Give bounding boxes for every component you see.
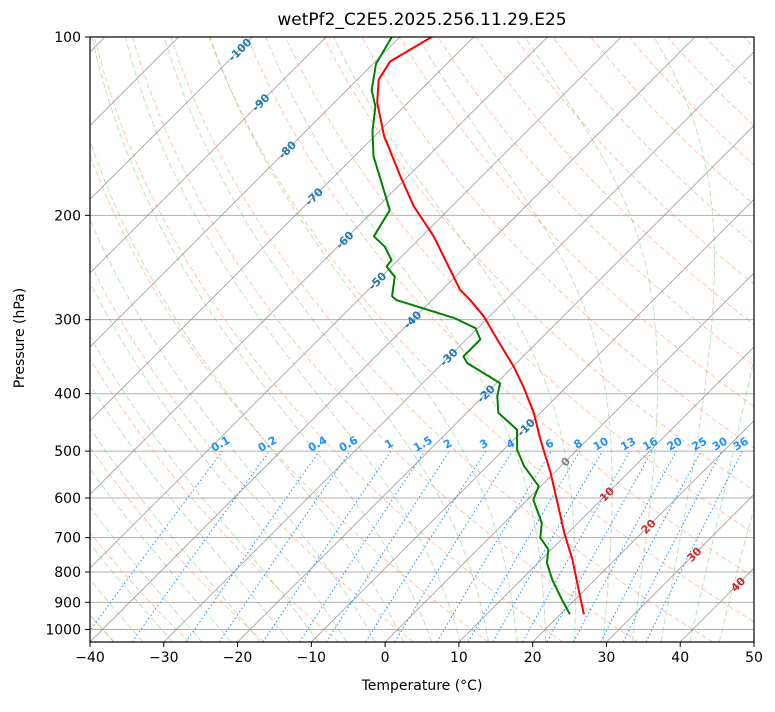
dry-adiabat-line (0, 37, 339, 642)
dry-adiabat-line (0, 37, 264, 642)
isotherm-line (90, 37, 695, 642)
mixing-ratio-label: 1 (383, 437, 396, 452)
moist-adiabat-line (0, 37, 231, 642)
dry-adiabat-line (553, 37, 775, 642)
moist-adiabat-line (92, 37, 432, 642)
mixing-ratio-line (601, 451, 702, 642)
isotherm-line (0, 37, 326, 642)
isotherm-label: 20 (639, 517, 659, 537)
moist-adiabat-line (63, 37, 404, 642)
moist-adiabat-line (719, 37, 775, 642)
chart-title: wetPf2_C2E5.2025.256.11.29.E25 (90, 10, 754, 30)
mixing-ratio-line (300, 451, 425, 642)
isotherm-label: -90 (249, 91, 272, 114)
x-tick-label: −10 (297, 650, 327, 666)
y-tick-label: 1000 (45, 622, 81, 638)
moist-adiabat-line (418, 37, 612, 642)
isotherm-label: -50 (366, 269, 389, 292)
y-tick-label: 100 (54, 30, 81, 46)
y-tick-label: 400 (54, 387, 81, 403)
axes: −40 −30 −20 −10 0 10 20 30 40 50 100 200 300 400 500 60… (45, 30, 763, 666)
dry-adiabat-line (0, 37, 189, 642)
dry-adiabat-line (476, 37, 775, 642)
mixing-ratio-line (219, 451, 350, 642)
isotherm-line (459, 37, 775, 642)
y-tick-label: 700 (54, 531, 81, 547)
mixing-ratio-label: 4 (504, 436, 517, 451)
isotherm-label: 30 (684, 544, 704, 564)
dry-adiabat-line (171, 37, 713, 642)
dry-adiabat-line (629, 37, 775, 642)
isotherm-line (16, 37, 621, 642)
x-tick-label: −40 (75, 650, 105, 666)
isotherm-label: -80 (276, 138, 299, 161)
isotherm-line (754, 37, 775, 642)
x-axis-label: Temperature (°C) (90, 678, 754, 694)
moist-adiabat-line (37, 37, 375, 642)
moist-adiabat-line (690, 37, 775, 642)
dry-adiabat-line (591, 37, 775, 642)
mixing-ratio-line (326, 451, 449, 642)
mixing-ratio-line (574, 451, 677, 642)
moist-adiabat-line (164, 37, 489, 642)
isotherm-label: -70 (303, 185, 326, 208)
isotherm-label: 10 (597, 484, 617, 504)
dry-adiabat-line (18, 37, 413, 642)
moist-adiabat-line (0, 37, 289, 642)
isotherm-label: -40 (401, 308, 424, 331)
mixing-ratio-label: 2 (441, 437, 454, 452)
dry-adiabat-line (744, 37, 775, 642)
y-axis-label: Pressure (hPa) (12, 278, 28, 398)
moist-adiabat-line (654, 37, 715, 642)
isotherm-label: -100 (226, 35, 255, 64)
mixing-ratio-line (263, 451, 391, 642)
isotherm-label: -20 (475, 382, 498, 405)
dry-adiabat-line (56, 37, 488, 642)
x-tick-label: 0 (381, 650, 390, 666)
x-tick-label: 10 (450, 650, 468, 666)
x-tick-label: 20 (524, 650, 542, 666)
moist-adiabat-line (0, 37, 318, 642)
moist-adiabat-line (0, 37, 202, 642)
isotherm-line (385, 37, 775, 642)
isotherm-line (0, 37, 547, 642)
isotherm-line (311, 37, 775, 642)
x-tick-label: 30 (598, 650, 616, 666)
mixing-ratio-label: 3 (477, 437, 490, 452)
y-tick-label: 600 (54, 491, 81, 507)
dewpoint-profile-line (372, 37, 570, 614)
isotherm-line (0, 37, 400, 642)
x-tick-label: −20 (223, 650, 253, 666)
dry-adiabat-line (362, 37, 775, 642)
x-tick-label: 50 (745, 650, 763, 666)
isotherm-label: -30 (437, 346, 460, 369)
y-tick-label: 800 (54, 565, 81, 581)
moist-adiabat-line (0, 37, 260, 642)
mixing-ratio-line (623, 451, 722, 642)
dry-adiabat-line (133, 37, 638, 642)
y-tick-label: 300 (54, 313, 81, 329)
mixing-ratio-line (82, 451, 223, 642)
isotherm-label: 40 (728, 574, 748, 594)
x-tick-label: 40 (671, 650, 689, 666)
dry-adiabat-line (438, 37, 775, 642)
background-lines (0, 37, 775, 642)
dry-adiabat-line (667, 37, 775, 642)
isotherm-label: -60 (333, 228, 356, 251)
y-tick-label: 900 (54, 595, 81, 611)
dry-adiabat-line (705, 37, 775, 642)
y-tick-label: 200 (54, 208, 81, 224)
y-tick-label: 500 (54, 444, 81, 460)
x-tick-label: −30 (149, 650, 179, 666)
mixing-ratio-label: 6 (543, 436, 556, 451)
moist-adiabat-line (210, 37, 517, 642)
